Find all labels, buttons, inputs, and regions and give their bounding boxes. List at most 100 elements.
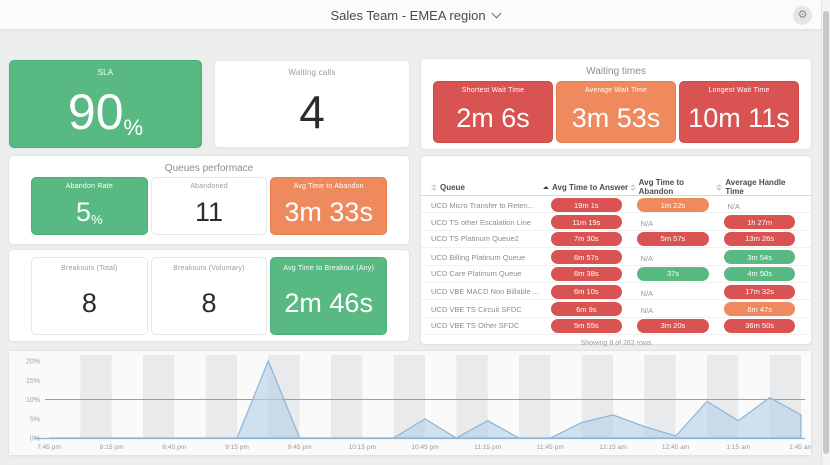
table-cell: 11m 19s xyxy=(543,215,630,230)
queues-performance-panel: Queues performace Abandon Rate 5% Abando… xyxy=(8,155,410,245)
svg-text:1:15 am: 1:15 am xyxy=(726,444,750,451)
table-cell: 5m 57s xyxy=(630,231,717,246)
table-cell: 5m 55s xyxy=(543,318,630,333)
metric-badge: 36m 50s xyxy=(724,318,796,333)
table-cell: 7m 30s xyxy=(543,231,630,246)
svg-text:10:45 pm: 10:45 pm xyxy=(411,444,439,451)
table-footer: Showing 8 of 262 rows xyxy=(580,340,652,348)
gear-icon[interactable]: ⚙ xyxy=(793,6,812,25)
metric-badge: 4m 50s xyxy=(724,266,796,281)
na-value: N/A xyxy=(640,254,654,264)
metric-badge: 6m 10s xyxy=(550,284,622,299)
svg-text:11:15 pm: 11:15 pm xyxy=(474,444,502,451)
column-header[interactable]: Avg Time to Abandon xyxy=(629,178,717,196)
table-row: UCD VBE TS Circuit SFDC 6m 9s N/A 6m 47s xyxy=(421,300,811,318)
queue-table-panel: Queue Avg Time to Answer Avg Time to Aband… xyxy=(420,155,812,348)
table-cell: 1h 27m xyxy=(716,215,803,230)
table-row: UCD VBE MACD Non Billable ... 6m 10s N/A 17… xyxy=(421,283,811,301)
table-cell: N/A xyxy=(630,248,717,266)
sort-icon xyxy=(431,183,437,191)
sort-icon xyxy=(629,183,636,191)
sla-value: 90% xyxy=(67,84,144,140)
column-header-label: Avg Time to Abandon xyxy=(638,178,684,196)
table-cell: 1m 22s xyxy=(630,198,717,212)
table-cell: 13m 26s xyxy=(716,231,803,246)
metric-badge: 19m 1s xyxy=(550,198,622,212)
waiting-times-cards: Shortest Wait Time 2m 6s Average Wait Ti… xyxy=(433,81,799,143)
svg-text:10:15 pm: 10:15 pm xyxy=(349,444,377,451)
waiting-times-title: Waiting times xyxy=(586,66,646,77)
top-bar: Sales Team - EMEA region ⚙ xyxy=(0,0,830,30)
metric-badge: 6m 38s xyxy=(550,266,622,281)
table-cell: 6m 38s xyxy=(543,266,630,281)
na-value: N/A xyxy=(640,306,654,316)
table-cell: N/A xyxy=(630,300,717,318)
breakouts-panel: Breakouts (Total) 8 Breakouts (Voluntary… xyxy=(8,249,410,342)
table-cell: 3m 54s xyxy=(716,250,803,265)
queue-name: UCD VBE TS Other SFDC xyxy=(431,321,520,331)
breakouts-voluntary-card: Breakouts (Voluntary) 8 xyxy=(150,257,268,335)
avg-time-to-breakout-card: Avg Time to Breakout (Any) 2m 46s xyxy=(270,257,388,335)
sla-card: SLA 90% xyxy=(9,60,202,148)
metric-badge: 5m 57s xyxy=(637,231,709,246)
metric-badge: 3m 20s xyxy=(637,318,709,333)
svg-text:12:15 am: 12:15 am xyxy=(599,444,627,451)
breakouts-cards: Breakouts (Total) 8 Breakouts (Voluntary… xyxy=(31,257,388,335)
svg-text:20%: 20% xyxy=(26,359,40,366)
abandon-rate-card: Abandon Rate 5% xyxy=(31,177,148,235)
average-wait-card: Average Wait Time 3m 53s xyxy=(556,81,676,143)
svg-text:11:45 pm: 11:45 pm xyxy=(537,444,565,451)
table-cell: N/A xyxy=(630,283,717,301)
area-chart: 0%5%10%15%20%7:45 pm8:15 pm8:45 pm9:15 p… xyxy=(9,351,811,455)
table-row: UCD TS Platinum Queue2 7m 30s 5m 57s 13m 26… xyxy=(421,231,811,249)
svg-text:9:45 pm: 9:45 pm xyxy=(288,444,312,451)
metric-badge: 1m 22s xyxy=(637,198,709,212)
table-body: UCD Micro Transfer to Reten... 19m 1s 1m 2… xyxy=(421,196,811,336)
chevron-down-icon xyxy=(491,8,502,18)
na-value: N/A xyxy=(727,202,740,211)
column-header[interactable]: Average Handle Time xyxy=(716,178,803,196)
queue-name: UCD TS Platinum Queue2 xyxy=(431,234,519,244)
na-value: N/A xyxy=(640,288,654,298)
waiting-calls-label: Waiting calls xyxy=(288,68,336,77)
column-header[interactable]: Queue xyxy=(431,183,543,192)
table-row: UCD Care Platinum Queue 6m 38s 37s 4m 50s xyxy=(421,266,811,283)
scrollbar-thumb[interactable] xyxy=(823,11,829,454)
table-cell: 19m 1s xyxy=(543,198,630,212)
column-header-label: Average Handle Time xyxy=(725,178,786,196)
waiting-calls-value: 4 xyxy=(299,86,325,138)
metric-badge: 6m 57s xyxy=(550,250,622,265)
column-header[interactable]: Avg Time to Answer xyxy=(543,183,630,192)
breakouts-total-card: Breakouts (Total) 8 xyxy=(31,257,148,335)
queue-name: UCD TS other Escalation Line xyxy=(431,217,531,227)
column-header-label: Avg Time to Answer xyxy=(552,182,629,192)
metric-badge: 7m 30s xyxy=(550,231,622,246)
table-cell: 37s xyxy=(630,266,717,281)
svg-text:12:45 am: 12:45 am xyxy=(662,444,690,451)
sort-icon xyxy=(716,183,723,191)
metric-badge: 6m 9s xyxy=(550,302,622,317)
shortest-wait-card: Shortest Wait Time 2m 6s xyxy=(433,81,553,143)
abandoned-card: Abandoned 11 xyxy=(150,177,268,235)
table-cell: 4m 50s xyxy=(716,266,803,281)
table-row: UCD Billing Platinum Queue 6m 57s N/A 3m 54… xyxy=(421,248,811,266)
dashboard-selector[interactable]: Sales Team - EMEA region xyxy=(0,0,830,30)
metric-badge: 13m 26s xyxy=(724,231,796,246)
svg-text:15%: 15% xyxy=(26,378,40,385)
metric-badge: 11m 19s xyxy=(550,215,622,230)
table-row: UCD TS other Escalation Line 11m 19s N/A 1h… xyxy=(421,213,811,231)
metric-badge: 1h 27m xyxy=(724,215,796,230)
metric-badge: 6m 47s xyxy=(724,302,796,317)
na-value: N/A xyxy=(640,219,654,229)
window-scrollbar[interactable] xyxy=(821,0,830,465)
page-title: Sales Team - EMEA region xyxy=(330,7,486,23)
waiting-times-panel: Waiting times Shortest Wait Time 2m 6s A… xyxy=(420,58,812,150)
table-cell: 6m 10s xyxy=(543,284,630,299)
queue-name: UCD VBE TS Circuit SFDC xyxy=(431,304,522,314)
column-header-label: Queue xyxy=(440,182,465,192)
table-cell: 3m 20s xyxy=(630,318,717,333)
metric-badge: 37s xyxy=(637,266,709,281)
queue-name: UCD Billing Platinum Queue xyxy=(431,252,526,262)
table-header-row: Queue Avg Time to Answer Avg Time to Aband… xyxy=(421,156,811,196)
table-row: UCD Micro Transfer to Reten... 19m 1s 1m 2… xyxy=(421,196,811,214)
